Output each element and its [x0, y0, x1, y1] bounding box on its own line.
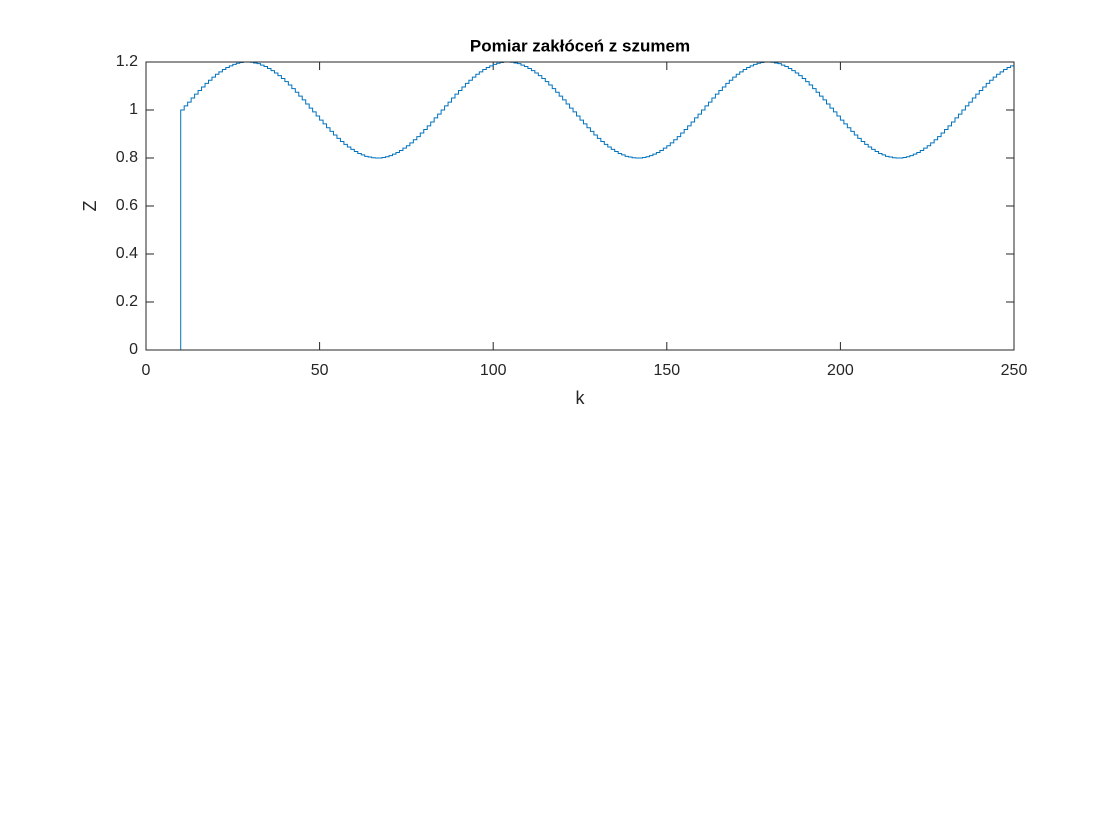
y-tick-label: 1.2: [116, 53, 138, 70]
x-tick-label: 100: [480, 362, 507, 379]
y-axis-label: Z: [80, 201, 100, 212]
stairs-line: [146, 61, 1015, 351]
x-tick-label: 150: [653, 362, 680, 379]
y-tick-label: 0.8: [116, 149, 138, 166]
x-tick-label: 50: [311, 362, 329, 379]
x-tick-label: 200: [827, 362, 854, 379]
y-tick-label: 0.2: [116, 293, 138, 310]
chart-title: Pomiar zakłóceń z szumem: [470, 36, 690, 55]
y-tick-label: 0.6: [116, 197, 138, 214]
axes-box: [145, 61, 1015, 351]
x-tick-label: 0: [142, 362, 151, 379]
x-axis-label: k: [576, 388, 586, 408]
x-tick-label: 250: [1001, 362, 1028, 379]
y-tick-label: 0: [129, 341, 138, 358]
y-tick-label: 1: [129, 101, 138, 118]
y-tick-label: 0.4: [116, 245, 138, 262]
